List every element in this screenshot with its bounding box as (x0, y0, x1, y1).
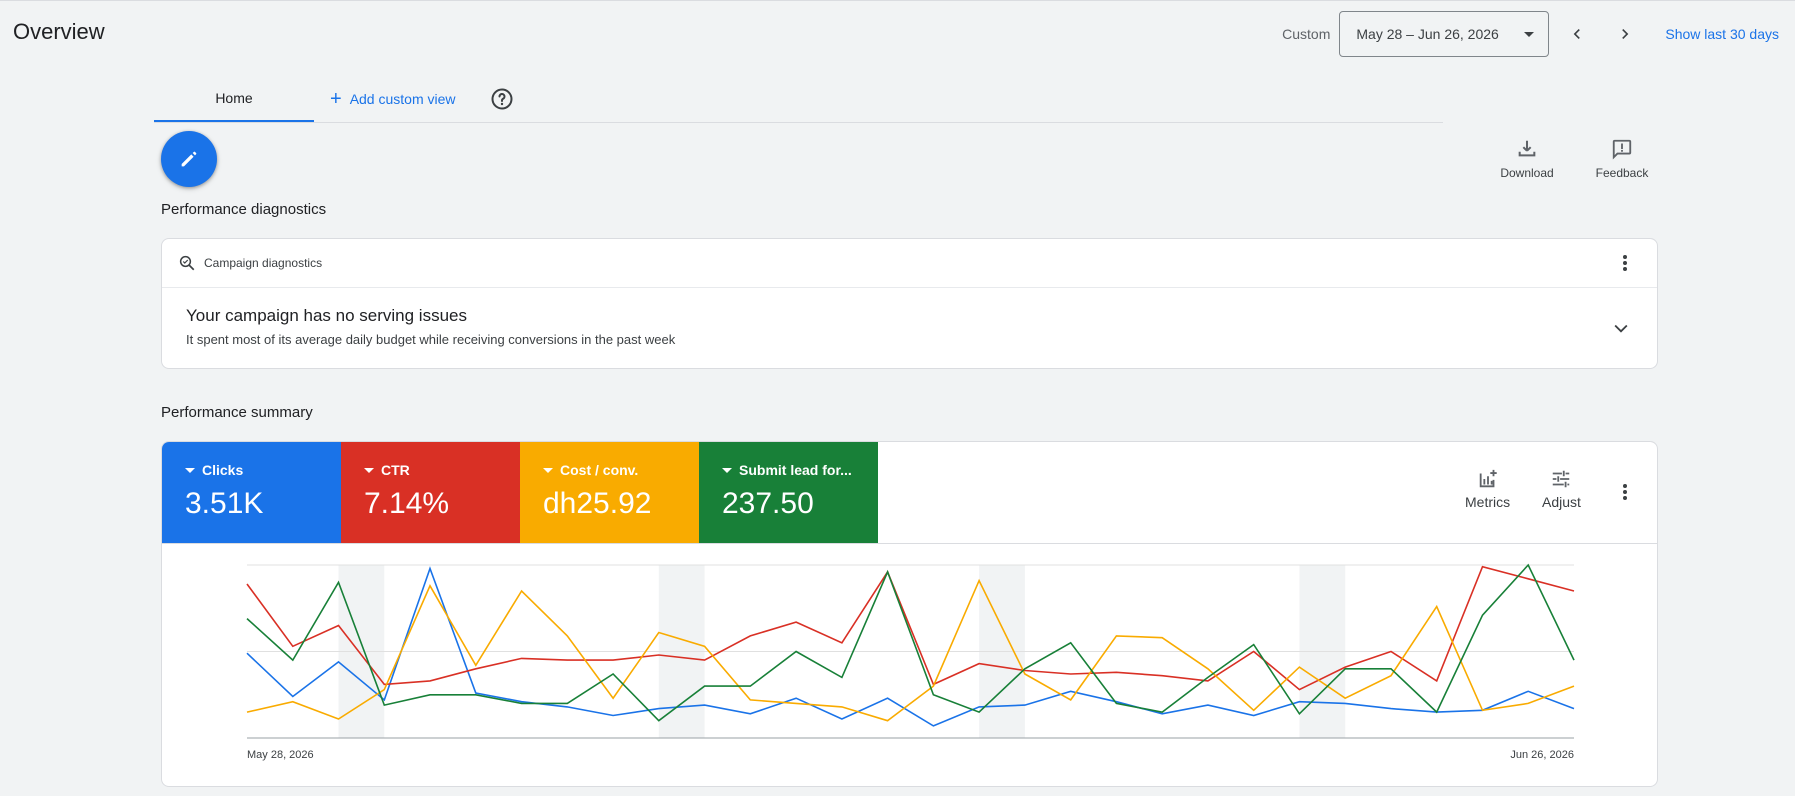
top-divider (0, 0, 1795, 1)
chevron-right-icon (1622, 29, 1629, 39)
adjust-label: Adjust (1542, 494, 1581, 510)
performance-line-chart: May 28, 2026 Jun 26, 2026 (246, 563, 1575, 761)
metric-name: Cost / conv. (560, 462, 639, 478)
series-line-submit-lead-for (246, 563, 1575, 722)
performance-summary-heading: Performance summary (161, 404, 313, 421)
pencil-icon (181, 151, 197, 167)
date-range-value: May 28 – Jun 26, 2026 (1356, 26, 1499, 42)
download-label: Download (1500, 166, 1554, 180)
chevron-down-icon[interactable] (1611, 318, 1631, 338)
diagnostics-card-body: Your campaign has no serving issues It s… (162, 288, 1657, 365)
series-line-clicks (246, 566, 1575, 727)
adjust-button[interactable]: Adjust (1542, 468, 1581, 510)
date-mode-label: Custom (1282, 26, 1331, 42)
metric-dropdown-icon (364, 467, 374, 473)
add-chart-icon (1479, 469, 1497, 488)
x-axis-start-label: May 28, 2026 (247, 749, 314, 761)
diagnostics-card-label: Campaign diagnostics (204, 256, 323, 270)
metric-value: 7.14% (364, 487, 450, 520)
summary-more-button[interactable] (1613, 480, 1637, 504)
diagnostics-search-icon (179, 255, 195, 271)
diagnostics-more-button[interactable] (1613, 251, 1637, 275)
more-vert-icon (1623, 484, 1627, 500)
help-icon[interactable] (490, 87, 514, 111)
chevron-left-icon (1574, 29, 1581, 39)
feedback-label: Feedback (1595, 166, 1649, 180)
feedback-button[interactable]: Feedback (1582, 138, 1662, 180)
metric-value: 237.50 (722, 487, 814, 520)
add-custom-view-button[interactable]: + Add custom view (330, 75, 456, 122)
metric-card-clicks[interactable]: Clicks 3.51K (162, 442, 341, 543)
add-custom-view-label: Add custom view (349, 90, 456, 107)
metric-name: CTR (381, 462, 410, 478)
show-last-30-days-link[interactable]: Show last 30 days (1665, 26, 1779, 42)
feedback-icon (1612, 139, 1632, 160)
performance-summary-card: Clicks 3.51K CTR 7.14% Cost / conv. dh25… (161, 441, 1658, 787)
next-period-button[interactable] (1605, 14, 1645, 54)
metric-value: 3.51K (185, 487, 264, 520)
metric-dropdown-icon (185, 467, 195, 473)
metric-card-cost-per-conv[interactable]: Cost / conv. dh25.92 (520, 442, 699, 543)
page-title: Overview (13, 19, 105, 44)
performance-diagnostics-heading: Performance diagnostics (161, 201, 327, 218)
diagnostics-status-detail: It spent most of its average daily budge… (186, 332, 676, 347)
previous-period-button[interactable] (1557, 14, 1597, 54)
metric-card-ctr[interactable]: CTR 7.14% (341, 442, 520, 543)
tab-home[interactable]: Home (154, 75, 314, 122)
series-line-cost-conv (246, 578, 1575, 722)
metric-value: dh25.92 (543, 487, 652, 520)
series-line-ctr (246, 565, 1575, 691)
diagnostics-status-title: Your campaign has no serving issues (186, 306, 467, 325)
metrics-row: Clicks 3.51K CTR 7.14% Cost / conv. dh25… (162, 442, 1657, 544)
metric-card-submit-lead[interactable]: Submit lead for... 237.50 (699, 442, 878, 543)
campaign-diagnostics-card: Campaign diagnostics Your campaign has n… (161, 238, 1658, 369)
plus-icon: + (330, 87, 342, 110)
metric-dropdown-icon (543, 467, 553, 473)
metric-dropdown-icon (722, 467, 732, 473)
diagnostics-card-header: Campaign diagnostics (162, 239, 1657, 288)
x-axis-end-label: Jun 26, 2026 (1510, 749, 1574, 761)
download-icon (1518, 140, 1536, 157)
performance-chart: May 28, 2026 Jun 26, 2026 (162, 544, 1657, 786)
edit-fab-button[interactable] (161, 131, 217, 187)
metric-name: Submit lead for... (739, 462, 852, 478)
view-tabs: Home + Add custom view (154, 75, 1443, 123)
date-range-select[interactable]: May 28 – Jun 26, 2026 (1339, 11, 1550, 57)
metrics-button[interactable]: Metrics (1465, 468, 1510, 510)
dropdown-caret-icon (1524, 31, 1535, 37)
more-vert-icon (1623, 255, 1627, 271)
tune-icon (1553, 470, 1570, 488)
metric-name: Clicks (202, 462, 244, 478)
metrics-label: Metrics (1465, 494, 1511, 510)
download-button[interactable]: Download (1487, 138, 1567, 180)
date-range-controls: Custom May 28 – Jun 26, 2026 Show last 3… (1282, 10, 1779, 58)
